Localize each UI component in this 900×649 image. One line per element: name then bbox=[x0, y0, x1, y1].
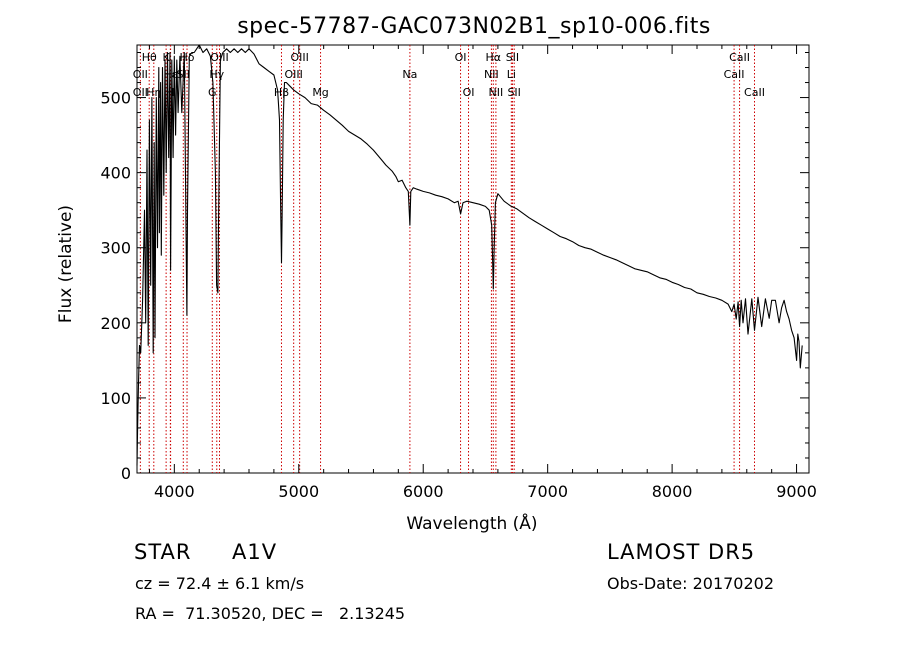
line-label: Hη bbox=[146, 86, 161, 99]
x-axis-label: Wavelength (Å) bbox=[406, 512, 537, 534]
plot-frame bbox=[136, 44, 810, 474]
observation-date: Obs-Date: 20170202 bbox=[607, 574, 775, 593]
line-label: Hθ bbox=[142, 51, 157, 64]
x-tick-label: 5000 bbox=[278, 482, 319, 501]
survey-name: LAMOST DR5 bbox=[607, 540, 756, 564]
line-label: Hγ bbox=[209, 68, 224, 81]
x-tick-label: 8000 bbox=[652, 482, 693, 501]
line-label: OI bbox=[455, 51, 467, 64]
x-axis-ticks: 4000 5000 6000 7000 8000 9000 bbox=[148, 45, 817, 501]
line-label: CaII bbox=[744, 86, 765, 99]
line-label: CaII bbox=[729, 51, 750, 64]
y-tick-label: 500 bbox=[100, 89, 131, 108]
line-label: NII bbox=[489, 86, 504, 99]
line-label: G bbox=[208, 86, 217, 99]
line-label: Mg bbox=[312, 86, 328, 99]
y-tick-label: 300 bbox=[100, 239, 131, 258]
x-tick-label: 7000 bbox=[527, 482, 568, 501]
y-tick-label: 400 bbox=[100, 164, 131, 183]
object-type: STAR bbox=[134, 540, 192, 564]
x-tick-label: 6000 bbox=[403, 482, 444, 501]
line-label: OI bbox=[463, 86, 475, 99]
line-label: OII bbox=[133, 68, 148, 81]
y-axis-label: Flux (relative) bbox=[56, 205, 76, 323]
y-axis-ticks: 0 100 200 300 400 500 bbox=[100, 52, 809, 483]
line-label: OIII bbox=[210, 51, 228, 64]
object-subclass: A1V bbox=[232, 540, 278, 564]
y-tick-label: 200 bbox=[100, 314, 131, 333]
line-label: CaII bbox=[724, 68, 745, 81]
ra-dec-coordinates: RA = 71.30520, DEC = 2.13245 bbox=[135, 604, 406, 623]
line-label: SII bbox=[506, 51, 519, 64]
spectral-line-markers bbox=[139, 45, 755, 473]
line-label: OII bbox=[133, 86, 148, 99]
line-label: Hα bbox=[486, 51, 502, 64]
line-label: Li bbox=[507, 68, 516, 81]
spectrum-line bbox=[136, 44, 803, 466]
line-label: K bbox=[163, 51, 171, 64]
line-label: Na bbox=[402, 68, 417, 81]
x-tick-label: 4000 bbox=[154, 482, 195, 501]
line-label: Hβ bbox=[274, 86, 289, 99]
line-label: OIII bbox=[290, 51, 308, 64]
line-label: NII bbox=[484, 68, 499, 81]
chart-title: spec-57787-GAC073N02B1_sp10-006.fits bbox=[237, 14, 711, 39]
y-tick-label: 100 bbox=[100, 389, 131, 408]
x-tick-label: 9000 bbox=[776, 482, 817, 501]
y-tick-label: 0 bbox=[121, 464, 131, 483]
redshift-velocity: cz = 72.4 ± 6.1 km/s bbox=[135, 574, 305, 593]
line-label: SII bbox=[507, 86, 520, 99]
line-label: OIII bbox=[284, 68, 302, 81]
